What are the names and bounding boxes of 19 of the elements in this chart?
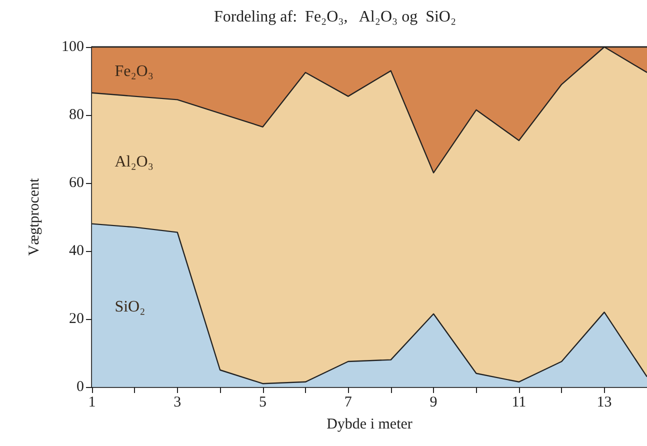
x-tick-label: 13 [596, 394, 612, 410]
y-tick-label: 20 [69, 311, 84, 327]
x-tick-label: 5 [259, 394, 267, 410]
x-tick-label: 9 [430, 394, 438, 410]
y-axis-title: Vægtprocent [26, 177, 42, 256]
x-tick-label: 1 [88, 394, 96, 410]
series-label: Fe₂O₃ [114, 63, 154, 80]
y-tick-label: 100 [62, 39, 84, 55]
y-tick-label: 0 [76, 379, 84, 395]
series-label: Al₂O₃ [114, 153, 154, 170]
x-tick-label: 11 [512, 394, 526, 410]
x-tick-label: 7 [344, 394, 352, 410]
x-tick-label: 3 [174, 394, 182, 410]
x-axis-title: Dybde i meter [326, 416, 412, 432]
chart-title: Fordeling af: Fe₂O₃, Al₂O₃ og SiO₂ [214, 8, 456, 26]
y-tick-label: 60 [69, 175, 84, 191]
series-label: SiO₂ [114, 298, 146, 316]
y-tick-label: 40 [69, 243, 84, 259]
y-tick-label: 80 [69, 107, 84, 123]
